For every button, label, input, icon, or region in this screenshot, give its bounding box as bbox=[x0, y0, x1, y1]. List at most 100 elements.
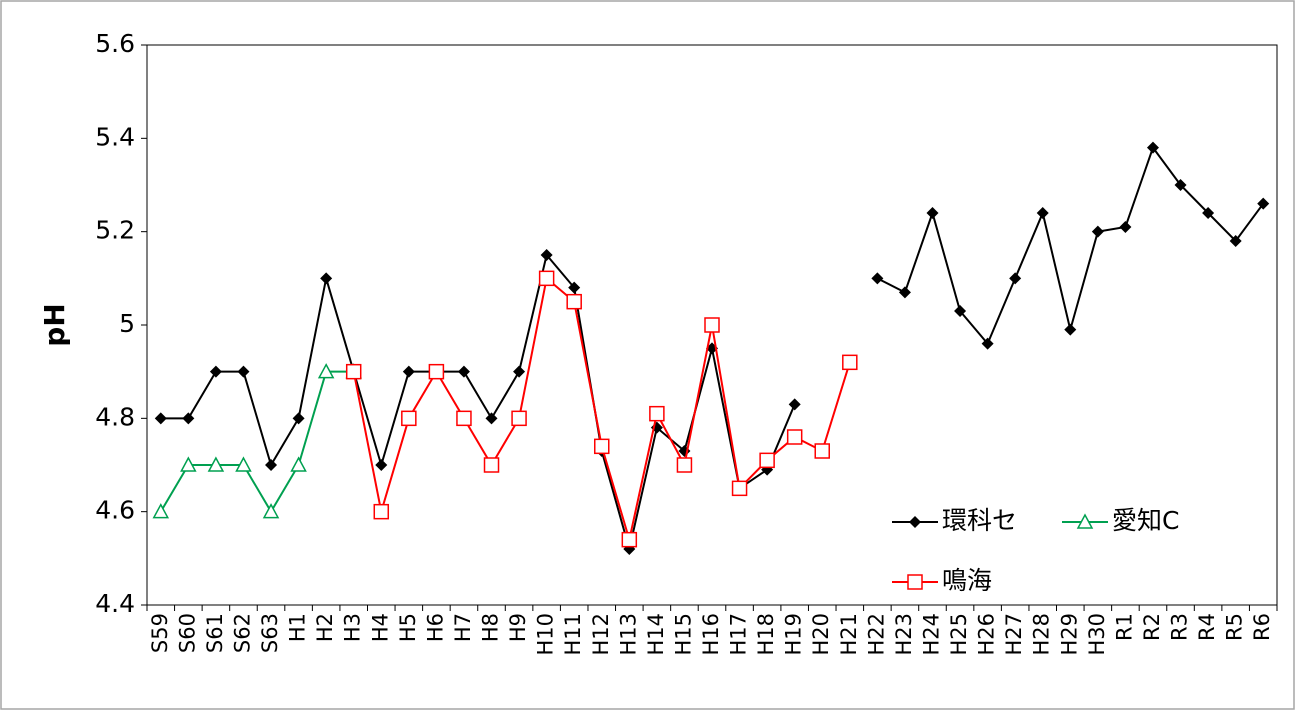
x-tick-label: H29 bbox=[1057, 613, 1081, 656]
marker bbox=[345, 363, 362, 380]
x-tick-label: H19 bbox=[782, 613, 806, 656]
x-tick-label: H23 bbox=[892, 613, 916, 656]
marker bbox=[704, 317, 720, 333]
marker bbox=[513, 365, 526, 378]
marker bbox=[457, 365, 470, 378]
marker bbox=[786, 429, 803, 445]
marker bbox=[401, 410, 417, 427]
x-tick-label: H5 bbox=[396, 613, 420, 642]
x-tick-label: H25 bbox=[947, 613, 971, 656]
x-tick-label: H9 bbox=[506, 613, 530, 642]
marker bbox=[1009, 272, 1022, 285]
x-tick-label: H17 bbox=[727, 613, 751, 656]
marker bbox=[907, 574, 923, 590]
marker bbox=[373, 503, 390, 520]
marker bbox=[375, 459, 388, 471]
marker bbox=[290, 456, 307, 472]
legend-label: 愛知C bbox=[1112, 506, 1179, 535]
marker bbox=[317, 363, 335, 379]
x-tick-label: H21 bbox=[837, 613, 861, 656]
x-tick-label: H18 bbox=[754, 613, 778, 656]
y-axis-label: pH bbox=[38, 303, 71, 346]
marker bbox=[954, 305, 967, 317]
x-tick-label: H12 bbox=[589, 613, 613, 656]
marker bbox=[1064, 323, 1077, 336]
marker bbox=[237, 365, 250, 378]
x-tick-label: H2 bbox=[313, 613, 337, 642]
marker bbox=[649, 405, 665, 422]
marker bbox=[209, 365, 222, 378]
marker bbox=[180, 456, 197, 472]
y-tick-label: 4.8 bbox=[95, 402, 135, 431]
x-tick-label: H30 bbox=[1085, 613, 1109, 656]
marker bbox=[262, 503, 280, 519]
marker bbox=[235, 456, 252, 472]
x-tick-label: R4 bbox=[1195, 613, 1219, 641]
marker bbox=[676, 457, 693, 473]
x-tick-label: R3 bbox=[1168, 613, 1192, 641]
marker bbox=[814, 443, 830, 459]
x-tick-label: S59 bbox=[148, 613, 172, 653]
legend-label: 環科セ bbox=[942, 506, 1017, 535]
marker bbox=[402, 365, 415, 378]
marker bbox=[594, 438, 610, 455]
marker bbox=[265, 459, 278, 471]
x-tick-label: H10 bbox=[534, 613, 558, 656]
legend-label: 鳴海 bbox=[942, 566, 992, 595]
marker bbox=[566, 293, 582, 310]
x-tick-label: H14 bbox=[644, 613, 668, 656]
marker bbox=[1174, 179, 1187, 191]
marker bbox=[909, 516, 921, 528]
x-tick-label: H15 bbox=[671, 613, 695, 656]
x-tick-label: H27 bbox=[1002, 613, 1026, 656]
x-tick-label: S61 bbox=[203, 613, 227, 653]
x-tick-label: H20 bbox=[809, 613, 833, 656]
marker bbox=[485, 412, 498, 425]
marker bbox=[540, 249, 553, 261]
marker bbox=[483, 457, 500, 473]
marker bbox=[981, 337, 994, 350]
y-tick-label: 5 bbox=[119, 309, 135, 338]
x-tick-label: H16 bbox=[699, 613, 723, 656]
marker bbox=[1146, 141, 1159, 154]
marker bbox=[538, 270, 555, 287]
marker bbox=[320, 272, 333, 285]
x-tick-label: R6 bbox=[1250, 613, 1274, 641]
marker bbox=[1091, 225, 1104, 238]
marker bbox=[788, 398, 801, 411]
marker bbox=[182, 412, 195, 425]
marker bbox=[842, 354, 858, 371]
y-tick-label: 4.6 bbox=[95, 496, 135, 525]
x-tick-label: H6 bbox=[423, 613, 447, 642]
x-tick-label: R1 bbox=[1112, 613, 1136, 641]
y-tick-label: 4.4 bbox=[95, 589, 135, 618]
marker bbox=[207, 456, 225, 472]
marker bbox=[1202, 207, 1215, 219]
marker bbox=[152, 503, 170, 519]
x-tick-label: H28 bbox=[1030, 613, 1054, 656]
marker bbox=[1076, 513, 1094, 529]
marker bbox=[292, 412, 305, 425]
marker bbox=[1036, 207, 1049, 219]
marker bbox=[871, 272, 884, 285]
x-tick-label: H3 bbox=[341, 613, 365, 642]
x-tick-label: S60 bbox=[175, 613, 199, 653]
x-tick-label: H11 bbox=[561, 613, 585, 656]
x-tick-label: S62 bbox=[230, 613, 254, 653]
x-tick-label: H8 bbox=[479, 613, 503, 642]
marker bbox=[1119, 221, 1132, 233]
marker bbox=[1257, 197, 1270, 210]
x-tick-label: H22 bbox=[864, 613, 888, 656]
marker bbox=[511, 410, 527, 427]
x-tick-label: H7 bbox=[451, 613, 475, 642]
x-tick-label: H4 bbox=[368, 613, 392, 642]
x-tick-label: S63 bbox=[258, 613, 282, 653]
marker bbox=[926, 207, 939, 219]
marker bbox=[621, 531, 638, 548]
marker bbox=[731, 480, 748, 497]
marker bbox=[568, 281, 581, 294]
marker bbox=[1229, 235, 1242, 247]
x-tick-label: H26 bbox=[975, 613, 999, 656]
y-tick-label: 5.2 bbox=[95, 216, 135, 245]
